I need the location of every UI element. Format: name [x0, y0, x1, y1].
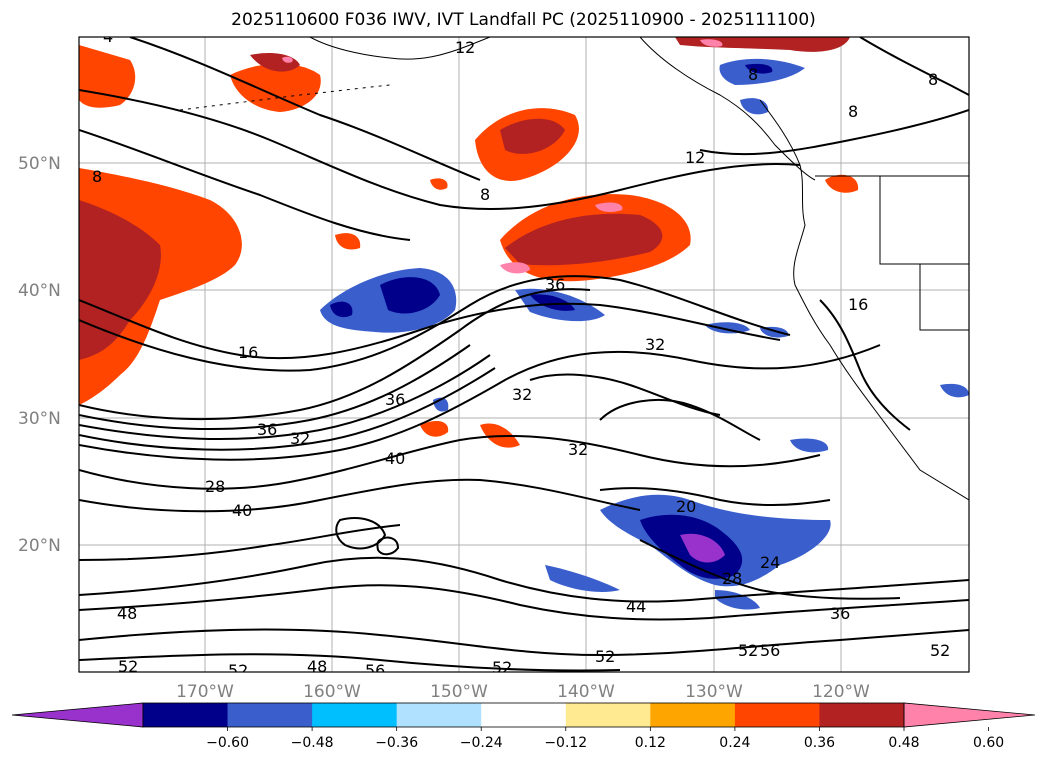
- contour-label: 36: [830, 604, 850, 623]
- colorbar-tick-label: −0.60: [206, 735, 249, 751]
- colorbar-tick-label: 0.48: [888, 735, 919, 751]
- map-title: 2025110600 F036 IWV, IVT Landfall PC (20…: [231, 10, 816, 30]
- colorbar-tick-label: 0.24: [719, 735, 750, 751]
- colorbar-max-extension: [903, 702, 1036, 728]
- lat-label: 30°N: [18, 409, 61, 429]
- contour-label: 52: [930, 641, 950, 660]
- contour-label: 52: [492, 658, 512, 677]
- contour-label: 24: [760, 553, 780, 572]
- contour-label: 32: [290, 429, 310, 448]
- contour-label: 32: [568, 440, 588, 459]
- colorbar-swatch: [227, 703, 313, 727]
- contour-label: 8: [748, 65, 758, 84]
- contour-label: 48: [307, 657, 327, 676]
- contour-label: 36: [257, 420, 277, 439]
- contour-label: 20: [676, 497, 696, 516]
- colorbar-swatch: [396, 703, 482, 727]
- contour-label: 40: [232, 501, 252, 520]
- lon-label: 120°W: [812, 682, 870, 702]
- contour-label: 28: [722, 569, 742, 588]
- contour-label: 32: [512, 385, 532, 404]
- colorbar-swatch: [143, 703, 229, 727]
- contour-label: 32: [645, 335, 665, 354]
- contour-label: 28: [205, 477, 225, 496]
- contour-label: 36: [545, 275, 565, 294]
- colorbar-tick-label: 0.36: [804, 735, 835, 751]
- colorbar-tick-label: −0.24: [460, 735, 503, 751]
- colorbar-swatch: [312, 703, 398, 727]
- colorbar-swatch: [481, 703, 567, 727]
- lat-label: 20°N: [18, 536, 61, 556]
- contour-label: 52: [118, 657, 138, 676]
- lat-label: 40°N: [18, 281, 61, 301]
- colorbar-frame: [142, 702, 905, 728]
- contour-label: 44: [626, 597, 646, 616]
- colorbar-tick-label: −0.48: [291, 735, 334, 751]
- map-frame: [78, 36, 970, 673]
- contour-label: 56: [365, 661, 385, 680]
- contour-label: 48: [117, 604, 137, 623]
- isolines: [79, 37, 969, 672]
- latitude-labels: 50°N 40°N 30°N 20°N: [18, 154, 61, 556]
- negative-anomaly-regions: [320, 58, 969, 610]
- contour-label: 12: [455, 38, 475, 57]
- contour-label: 4: [103, 27, 113, 46]
- contour-label: 36: [385, 390, 405, 409]
- colorbar-swatch: [819, 703, 905, 727]
- colorbar-swatch: [565, 703, 651, 727]
- contour-label: 16: [848, 295, 868, 314]
- colorbar: −0.60 −0.48 −0.36 −0.24 −0.12 0.12 0.24 0.36 0.4…: [11, 702, 1036, 751]
- lon-label: 160°W: [303, 682, 361, 702]
- lon-label: 140°W: [557, 682, 615, 702]
- contour-label: 52: [738, 641, 758, 660]
- lon-label: 170°W: [176, 682, 234, 702]
- colorbar-tick-label: 0.60: [973, 735, 1004, 751]
- contour-labels: 4 12 8 8 12 8 8 8 36 16 32 16 36 32 36 3…: [92, 27, 950, 680]
- contour-label: 16: [238, 343, 258, 362]
- contour-label: 40: [385, 449, 405, 468]
- colorbar-tick-label: 0.12: [635, 735, 666, 751]
- contour-label: 8: [848, 102, 858, 121]
- positive-anomaly-regions: [79, 37, 859, 448]
- colorbar-tick-labels: −0.60 −0.48 −0.36 −0.24 −0.12 0.12 0.24 0.36 0.4…: [206, 727, 1004, 751]
- contour-label: 8: [92, 167, 102, 186]
- colorbar-swatch: [734, 703, 820, 727]
- contour-label: 8: [928, 70, 938, 89]
- colorbar-tick-label: −0.36: [375, 735, 418, 751]
- lon-label: 130°W: [685, 682, 743, 702]
- lat-label: 50°N: [18, 154, 61, 174]
- colorbar-swatches: [11, 702, 1036, 728]
- colorbar-min-extension: [11, 702, 144, 728]
- contour-label: 52: [595, 647, 615, 666]
- map-plot-area: 4 12 8 8 12 8 8 8 36 16 32 16 36 32 36 3…: [79, 27, 969, 680]
- longitude-labels: 170°W 160°W 150°W 140°W 130°W 120°W: [176, 682, 870, 702]
- contour-label: 52: [228, 661, 248, 680]
- colorbar-swatch: [650, 703, 736, 727]
- contour-label: 8: [480, 185, 490, 204]
- lon-label: 150°W: [430, 682, 488, 702]
- colorbar-tick-label: −0.12: [544, 735, 587, 751]
- contour-label: 12: [685, 148, 705, 167]
- contour-label: 56: [760, 641, 780, 660]
